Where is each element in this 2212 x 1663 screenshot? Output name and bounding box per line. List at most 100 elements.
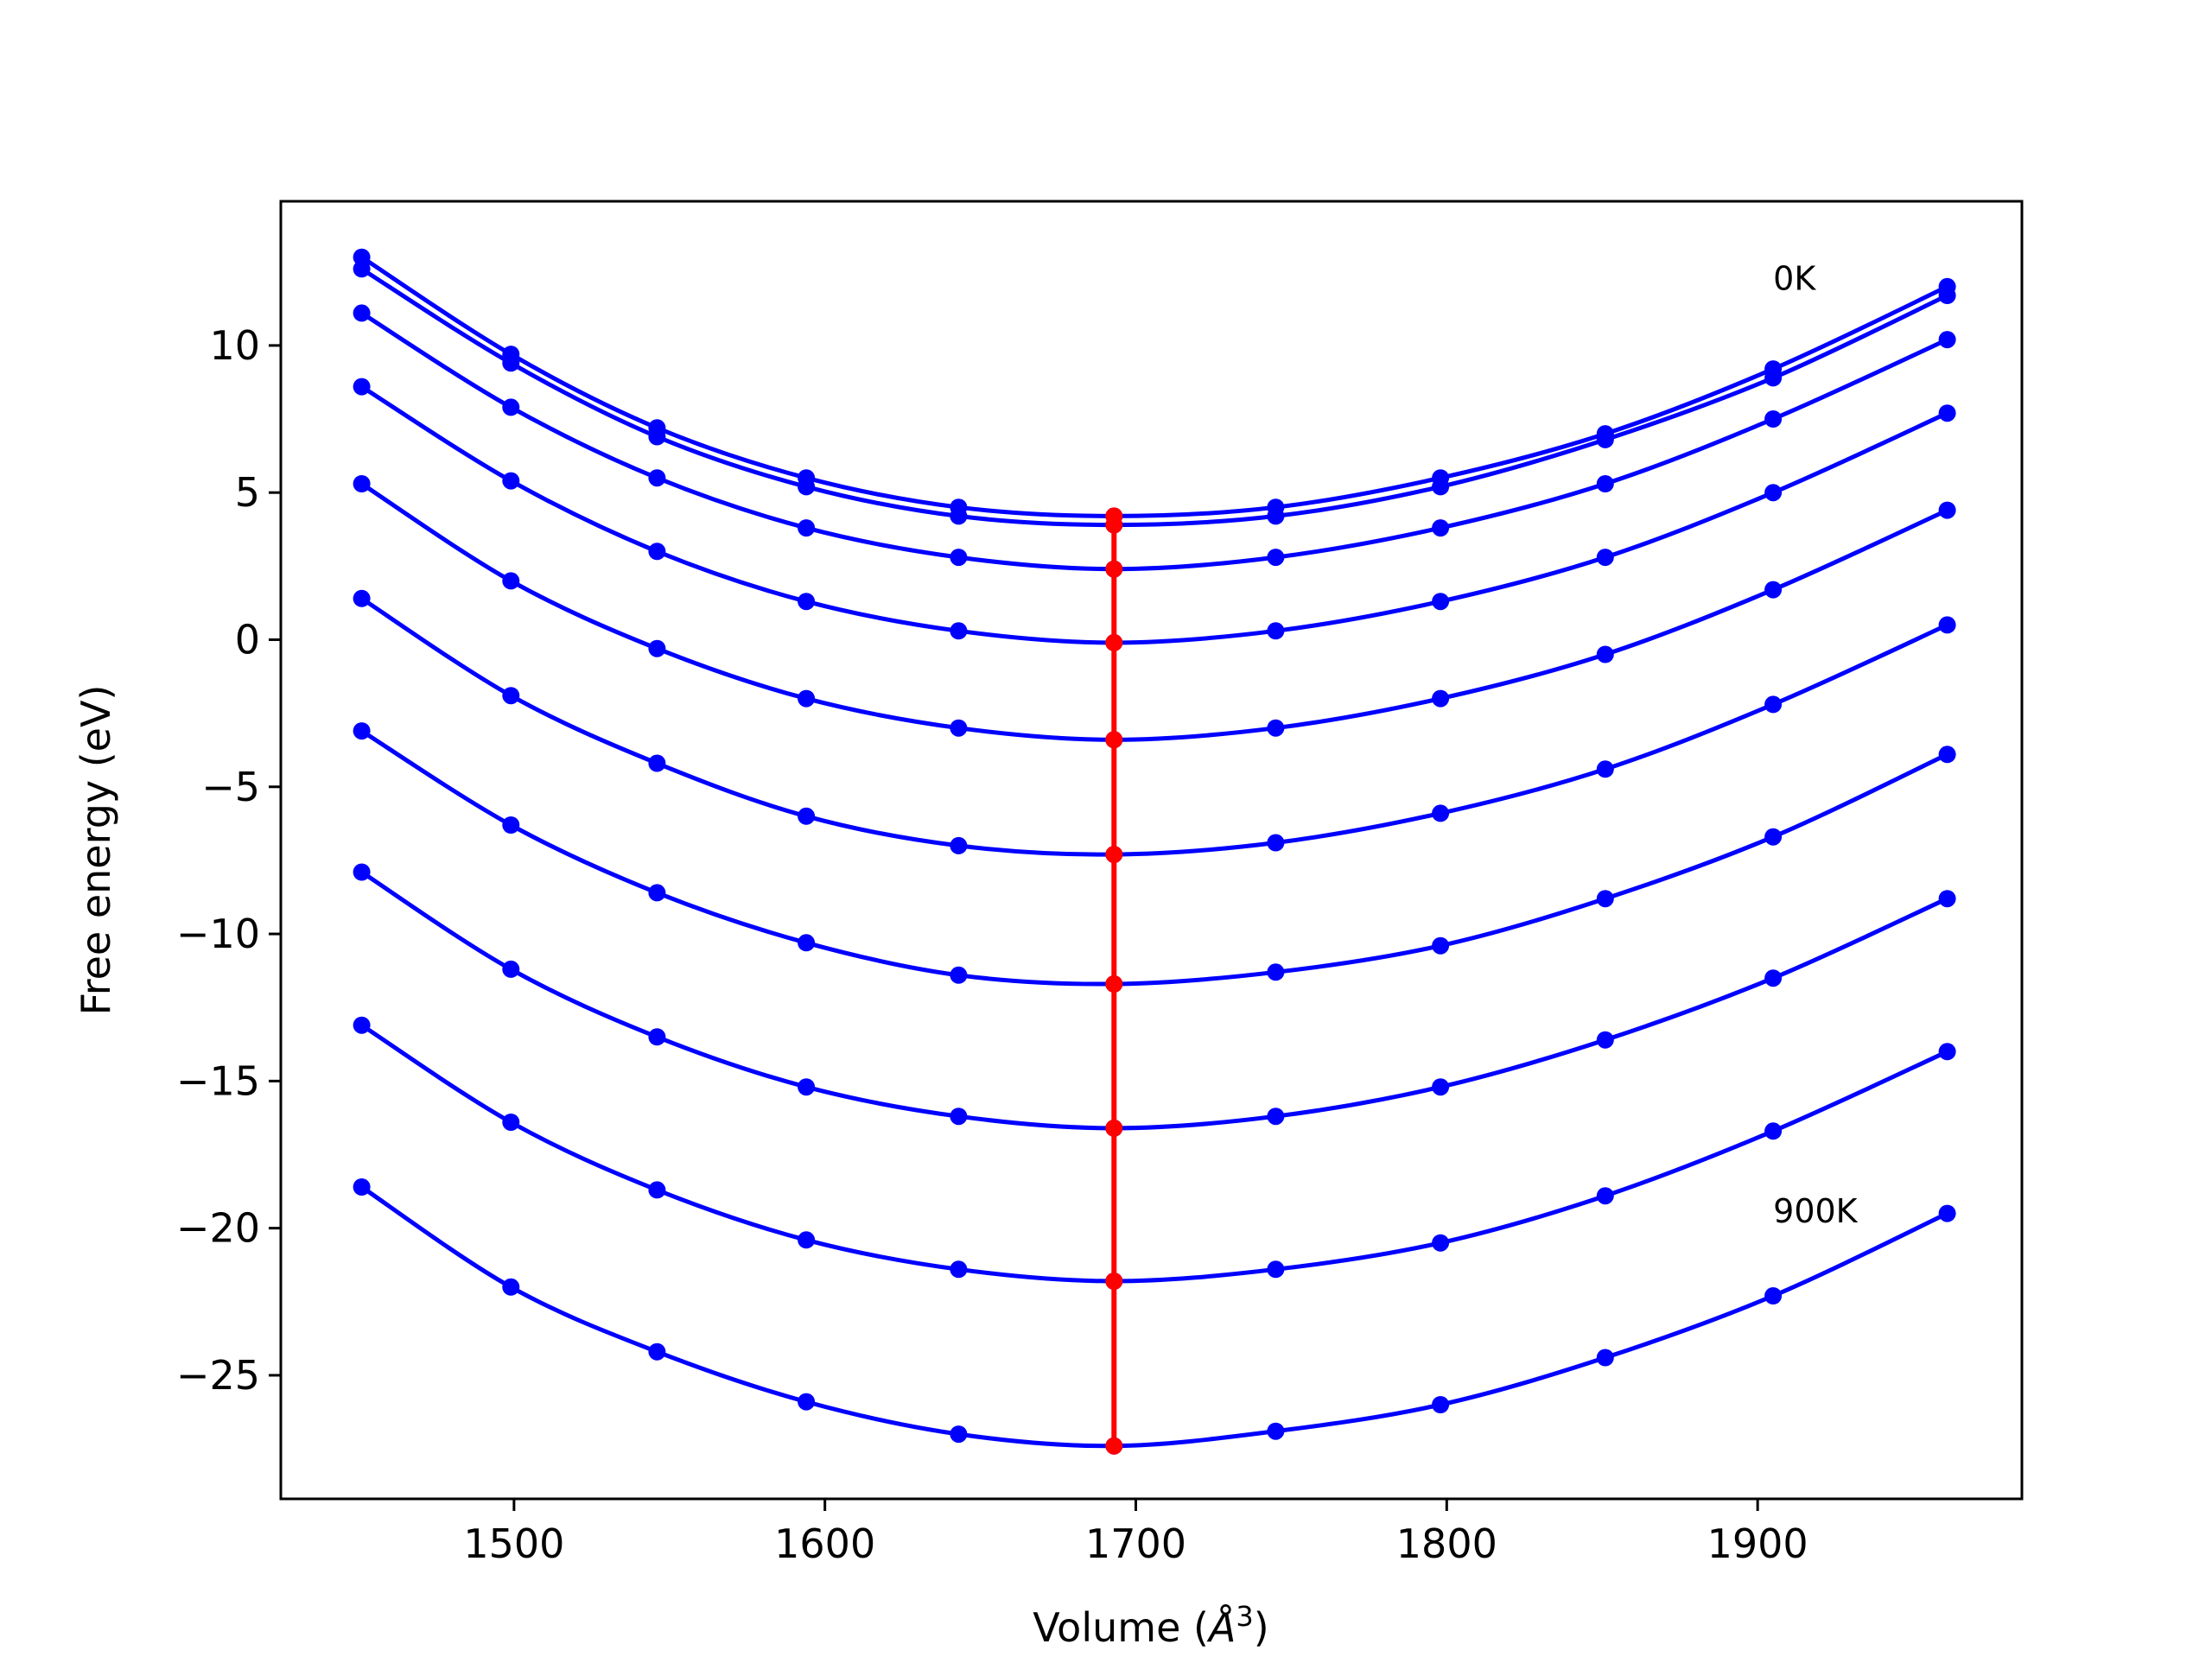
data-point [1596, 760, 1614, 778]
data-point [1432, 478, 1450, 496]
y-tick-label: 5 [235, 469, 260, 516]
minimum-point [1105, 1437, 1123, 1455]
minimum-point [1105, 1119, 1123, 1137]
data-point [502, 572, 520, 590]
data-point [648, 1342, 666, 1361]
data-point [1764, 410, 1783, 428]
data-point [950, 1425, 968, 1444]
minimum-point [1105, 975, 1123, 993]
y-tick-label: −10 [176, 911, 260, 957]
x-tick-label: 1500 [463, 1520, 564, 1567]
data-point [950, 836, 968, 854]
data-point [798, 934, 816, 952]
data-point [1432, 804, 1450, 822]
minimum-point [1105, 516, 1123, 534]
data-point [1432, 593, 1450, 611]
data-point [648, 1028, 666, 1046]
y-tick-label: 10 [209, 322, 260, 369]
data-point [502, 816, 520, 834]
x-tick-label: 1700 [1085, 1520, 1186, 1567]
y-tick-label: −5 [201, 764, 260, 810]
data-point [1432, 1396, 1450, 1413]
data-point [1764, 369, 1783, 387]
data-point [1938, 746, 1956, 764]
data-point [353, 378, 371, 396]
data-point [648, 469, 666, 487]
data-point [502, 960, 520, 978]
data-point [353, 1016, 371, 1034]
plot-layer [353, 248, 1956, 1455]
data-point [1596, 475, 1614, 492]
data-point [1267, 963, 1285, 981]
data-point [1432, 519, 1450, 537]
data-point [1596, 1349, 1614, 1367]
data-point [1596, 549, 1614, 567]
axes-frame [279, 200, 2024, 1501]
data-point [798, 1231, 816, 1249]
data-point [950, 1108, 968, 1126]
data-point [1938, 287, 1956, 304]
data-point [1596, 1187, 1614, 1205]
data-point [798, 593, 816, 611]
data-point [648, 884, 666, 902]
data-point [502, 1114, 520, 1131]
data-point [1596, 1031, 1614, 1049]
data-point [950, 549, 968, 567]
data-point [1938, 616, 1956, 634]
data-point [1764, 1122, 1783, 1140]
x-tick-label: 1900 [1707, 1520, 1808, 1567]
temperature-annotation: 900K [1773, 1192, 1859, 1230]
data-point [1432, 1234, 1450, 1252]
data-point [1938, 404, 1956, 422]
data-point [1764, 969, 1783, 987]
minimum-point [1105, 1273, 1123, 1290]
data-point [1938, 1204, 1956, 1222]
data-point [1938, 331, 1956, 349]
data-point [1432, 936, 1450, 955]
x-axis-label: Volume (Å3) [1033, 1600, 1268, 1651]
data-point [1267, 549, 1285, 567]
data-point [1432, 1078, 1450, 1096]
minimum-point [1105, 560, 1123, 578]
data-point [1267, 622, 1285, 640]
data-point [950, 966, 968, 984]
temperature-annotation: 0K [1773, 260, 1816, 298]
data-point [1764, 484, 1783, 502]
data-point [502, 1278, 520, 1296]
data-point [353, 863, 371, 881]
y-axis-ticks: 10 5 0 −5 −10 −15 −20 −25 [176, 322, 281, 1399]
data-point [1267, 507, 1285, 525]
data-point [353, 475, 371, 492]
data-point [1267, 1260, 1285, 1279]
data-point [1764, 695, 1783, 714]
data-point [1596, 645, 1614, 663]
minimum-point [1105, 633, 1123, 651]
x-axis-ticks: 1500 1600 1700 1800 1900 [463, 1499, 1808, 1567]
minimum-point [1105, 731, 1123, 749]
data-point [1938, 501, 1956, 519]
data-point [353, 1178, 371, 1196]
data-point [502, 472, 520, 490]
data-point [502, 687, 520, 705]
data-point [1764, 828, 1783, 846]
data-point [1938, 1043, 1956, 1061]
data-point [648, 639, 666, 657]
data-point [648, 543, 666, 561]
data-point [798, 689, 816, 708]
data-point [353, 722, 371, 740]
x-tick-label: 1600 [774, 1520, 875, 1567]
x-tick-label: 1800 [1396, 1520, 1497, 1567]
data-point [1267, 1108, 1285, 1126]
data-point [353, 304, 371, 322]
y-axis-label: Free energy (eV) [73, 685, 119, 1016]
annotations: 0K 900K [1773, 260, 1859, 1231]
data-point [502, 398, 520, 416]
data-point [798, 519, 816, 537]
data-point [1764, 1287, 1783, 1304]
data-point [798, 478, 816, 496]
data-point [648, 428, 666, 446]
data-point [950, 622, 968, 640]
